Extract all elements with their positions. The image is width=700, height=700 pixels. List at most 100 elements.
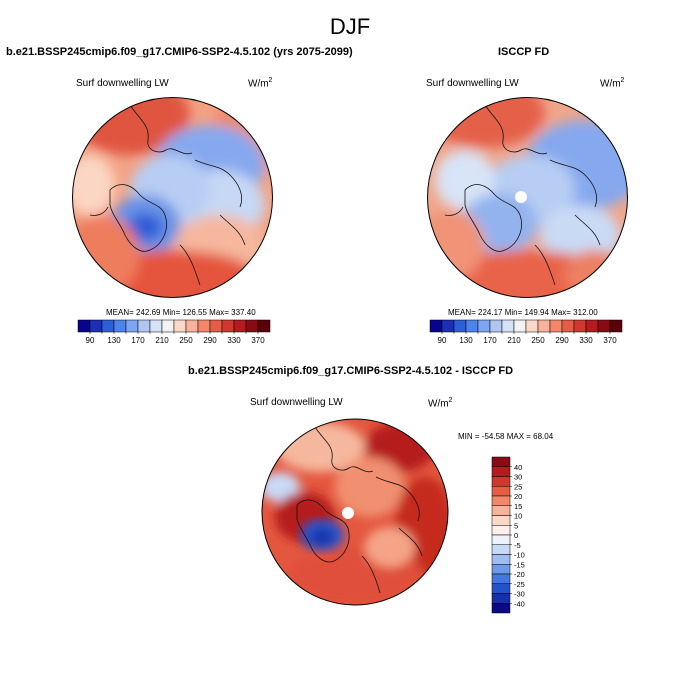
panel-2-title: ISCCP FD xyxy=(498,46,550,58)
colorbar-3-tick-label: -25 xyxy=(514,580,525,589)
colorbar-1-swatch xyxy=(257,319,271,333)
colorbar-2-swatch xyxy=(465,319,479,333)
colorbar-3-swatch xyxy=(491,495,511,506)
colorbar-1-tick-label: 130 xyxy=(107,336,121,345)
colorbar-1-tick-label: 290 xyxy=(203,336,217,345)
colorbar-2-tick-label: 250 xyxy=(531,336,545,345)
colorbar-3-swatch xyxy=(491,456,511,467)
colorbar-2-swatch xyxy=(525,319,539,333)
panel-1-units: W/m2 xyxy=(248,77,273,90)
panel-1-title: b.e21.BSSP245cmip6.f09_g17.CMIP6-SSP2-4.… xyxy=(6,46,353,58)
colorbar-3-tick-label: -30 xyxy=(514,590,525,599)
colorbar-1-tick-label: 90 xyxy=(86,336,95,345)
colorbar-3-tick-label: -15 xyxy=(514,560,525,569)
panel-3-variable-label: Surf downwelling LW xyxy=(250,397,343,408)
colorbar-2-swatch xyxy=(501,319,515,333)
colorbar-2-swatch xyxy=(513,319,527,333)
colorbar-2-swatch xyxy=(477,319,491,333)
colorbar-3-swatch xyxy=(491,476,511,487)
colorbar-3-tick-label: 15 xyxy=(514,502,522,511)
panel-1-stats: MEAN= 242.69 Min= 126.55 Max= 337.40 xyxy=(106,308,256,317)
map-3 xyxy=(261,418,449,606)
panel-1-variable-label: Surf downwelling LW xyxy=(76,78,169,89)
colorbar-1-swatch xyxy=(149,319,163,333)
colorbar-2-tick-label: 290 xyxy=(555,336,569,345)
colorbar-1-swatch xyxy=(137,319,151,333)
colorbar-3-tick-label: 0 xyxy=(514,531,518,540)
colorbar-1-swatch xyxy=(173,319,187,333)
colorbar-2-swatch xyxy=(573,319,587,333)
colorbar-2-swatch xyxy=(597,319,611,333)
colorbar-2-swatch xyxy=(561,319,575,333)
colorbar-2-swatch xyxy=(549,319,563,333)
colorbar-3-swatch xyxy=(491,505,511,516)
colorbar-1-swatch xyxy=(101,319,115,333)
colorbar-3-swatch xyxy=(491,583,511,594)
panel-2-stats: MEAN= 224.17 Min= 149.94 Max= 312.00 xyxy=(448,308,598,317)
colorbar-1-tick-label: 170 xyxy=(131,336,145,345)
colorbar-1-swatch xyxy=(185,319,199,333)
colorbar-2-swatch xyxy=(453,319,467,333)
colorbar-2: 90 130 170 210 250 290 330 370 xyxy=(429,319,623,345)
colorbar-2-swatch xyxy=(609,319,623,333)
colorbar-3-tick-label: 10 xyxy=(514,512,522,521)
colorbar-2-swatch xyxy=(537,319,551,333)
colorbar-3-tick-label: -5 xyxy=(514,541,521,550)
colorbar-1-swatch xyxy=(161,319,175,333)
colorbar-2-tick-label: 210 xyxy=(507,336,521,345)
colorbar-1-swatch xyxy=(77,319,91,333)
colorbar-1-swatch xyxy=(89,319,103,333)
panel-2-variable-label: Surf downwelling LW xyxy=(426,78,519,89)
colorbar-3-swatch xyxy=(491,525,511,536)
colorbar-2-swatch xyxy=(489,319,503,333)
colorbar-1-swatch xyxy=(209,319,223,333)
colorbar-2-tick-label: 90 xyxy=(438,336,447,345)
map-1 xyxy=(72,97,273,298)
colorbar-2-tick-label: 170 xyxy=(483,336,497,345)
colorbar-3-tick-label: 5 xyxy=(514,521,518,530)
colorbar-3-swatch xyxy=(491,603,511,614)
colorbar-1-tick-label: 210 xyxy=(155,336,169,345)
colorbar-3-tick-label: -40 xyxy=(514,599,525,608)
colorbar-3-swatch xyxy=(491,573,511,584)
colorbar-1-swatch xyxy=(221,319,235,333)
colorbar-3-swatch xyxy=(491,486,511,497)
colorbar-1-swatch xyxy=(245,319,259,333)
colorbar-3-swatch xyxy=(491,554,511,565)
colorbar-3-tick-label: 20 xyxy=(514,492,522,501)
colorbar-3-tick-label: 30 xyxy=(514,473,522,482)
colorbar-2-swatch xyxy=(441,319,455,333)
map-2 xyxy=(427,97,628,298)
panel-2-units: W/m2 xyxy=(600,77,625,90)
colorbar-3-swatch xyxy=(491,564,511,575)
colorbar-2-swatch xyxy=(585,319,599,333)
colorbar-1-tick-label: 250 xyxy=(179,336,193,345)
colorbar-1-swatch xyxy=(233,319,247,333)
colorbar-1-swatch xyxy=(113,319,127,333)
colorbar-1: 90 130 170 210 250 290 330 370 xyxy=(77,319,271,345)
map-3-field xyxy=(262,419,448,605)
colorbar-3-tick-label: 25 xyxy=(514,482,522,491)
colorbar-3-tick-label: 40 xyxy=(514,463,522,472)
panel-3-units: W/m2 xyxy=(428,397,453,410)
colorbar-2-tick-label: 330 xyxy=(579,336,593,345)
map-2-field xyxy=(427,97,628,298)
colorbar-2-tick-label: 370 xyxy=(603,336,617,345)
colorbar-2-swatch xyxy=(429,319,443,333)
panel-3-title: b.e21.BSSP245cmip6.f09_g17.CMIP6-SSP2-4.… xyxy=(188,365,514,377)
colorbar-3-swatch xyxy=(491,515,511,526)
colorbar-3-tick-label: -10 xyxy=(514,551,525,560)
colorbar-1-tick-label: 330 xyxy=(227,336,241,345)
colorbar-1-swatch xyxy=(197,319,211,333)
panel-3-stats: MIN = -54.58 MAX = 68.04 xyxy=(458,432,554,441)
colorbar-1-tick-label: 370 xyxy=(251,336,265,345)
map-1-field xyxy=(72,97,273,298)
colorbar-2-tick-label: 130 xyxy=(459,336,473,345)
colorbar-3-swatch xyxy=(491,593,511,604)
colorbar-3-tick-label: -20 xyxy=(514,570,525,579)
colorbar-3-swatch xyxy=(491,466,511,477)
figure-title: DJF xyxy=(329,14,371,39)
colorbar-3-swatch xyxy=(491,544,511,555)
colorbar-1-swatch xyxy=(125,319,139,333)
